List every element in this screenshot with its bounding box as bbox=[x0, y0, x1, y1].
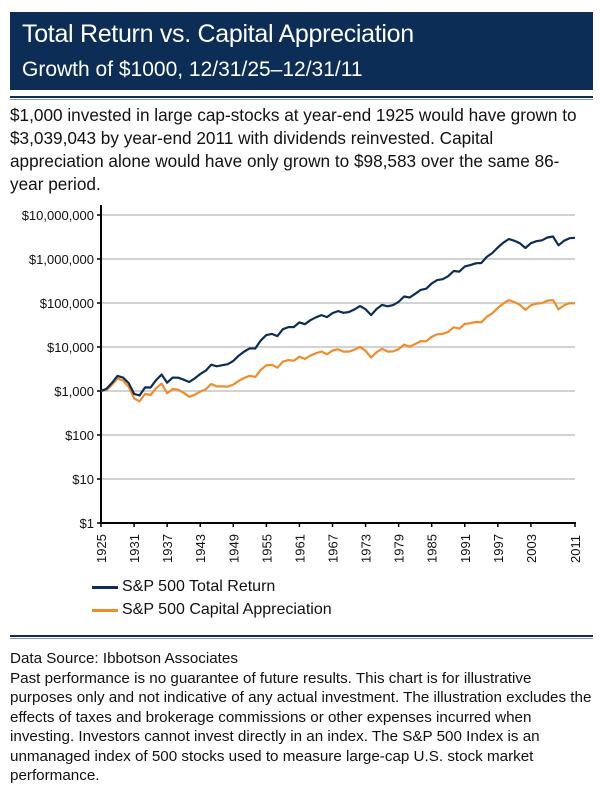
x-tick-label: 2011 bbox=[568, 535, 583, 563]
x-tick-label: 1955 bbox=[259, 534, 274, 563]
legend-item-capital-appreciation: S&P 500 Capital Appreciation bbox=[92, 601, 332, 619]
y-tick-label: $100 bbox=[65, 428, 94, 443]
x-tick-label: 1961 bbox=[292, 534, 307, 563]
y-tick-label: $1,000,000 bbox=[29, 252, 94, 267]
header-banner: Total Return vs. Capital Appreciation Gr… bbox=[10, 12, 593, 90]
x-tick-label: 1943 bbox=[193, 534, 208, 563]
chart-title: Total Return vs. Capital Appreciation bbox=[22, 20, 414, 48]
x-tick-label: 1997 bbox=[491, 534, 506, 563]
x-tick-label: 1979 bbox=[392, 534, 407, 563]
y-tick-label: $1,000 bbox=[54, 384, 94, 399]
x-tick-label: 1973 bbox=[359, 534, 374, 563]
chart-subtitle: Growth of $1000, 12/31/25–12/31/11 bbox=[22, 58, 363, 81]
series-line-capital-appreciation bbox=[100, 299, 576, 403]
footnote: Data Source: Ibbotson Associates Past pe… bbox=[10, 649, 595, 786]
x-tick-label: 1991 bbox=[458, 534, 473, 563]
x-tick-label: 1931 bbox=[127, 534, 142, 563]
disclaimer: Past performance is no guarantee of futu… bbox=[10, 669, 592, 785]
legend-swatch bbox=[92, 608, 118, 612]
x-tick-label: 1925 bbox=[94, 534, 109, 563]
series-line-total-return bbox=[100, 235, 576, 397]
y-tick-label: $10,000 bbox=[47, 340, 94, 355]
x-tick-label: 1937 bbox=[160, 534, 175, 563]
x-tick-label: 1949 bbox=[226, 534, 241, 563]
legend-item-total-return: S&P 500 Total Return bbox=[92, 578, 275, 596]
legend-label: S&P 500 Total Return bbox=[122, 578, 276, 595]
x-tick-label: 1985 bbox=[425, 534, 440, 563]
divider bbox=[10, 635, 593, 639]
y-tick-label: $10 bbox=[72, 472, 94, 487]
intro-text: $1,000 invested in large cap-stocks at y… bbox=[10, 105, 577, 194]
y-tick-label: $10,000,000 bbox=[22, 208, 94, 223]
x-tick-label: 2003 bbox=[524, 534, 539, 563]
y-tick-label: $100,000 bbox=[40, 296, 94, 311]
y-tick-label: $1 bbox=[80, 516, 94, 531]
x-tick-label: 1967 bbox=[325, 534, 340, 563]
divider bbox=[10, 96, 593, 100]
data-source: Data Source: Ibbotson Associates bbox=[10, 650, 238, 667]
legend-label: S&P 500 Capital Appreciation bbox=[122, 601, 332, 618]
legend-swatch bbox=[92, 585, 118, 589]
